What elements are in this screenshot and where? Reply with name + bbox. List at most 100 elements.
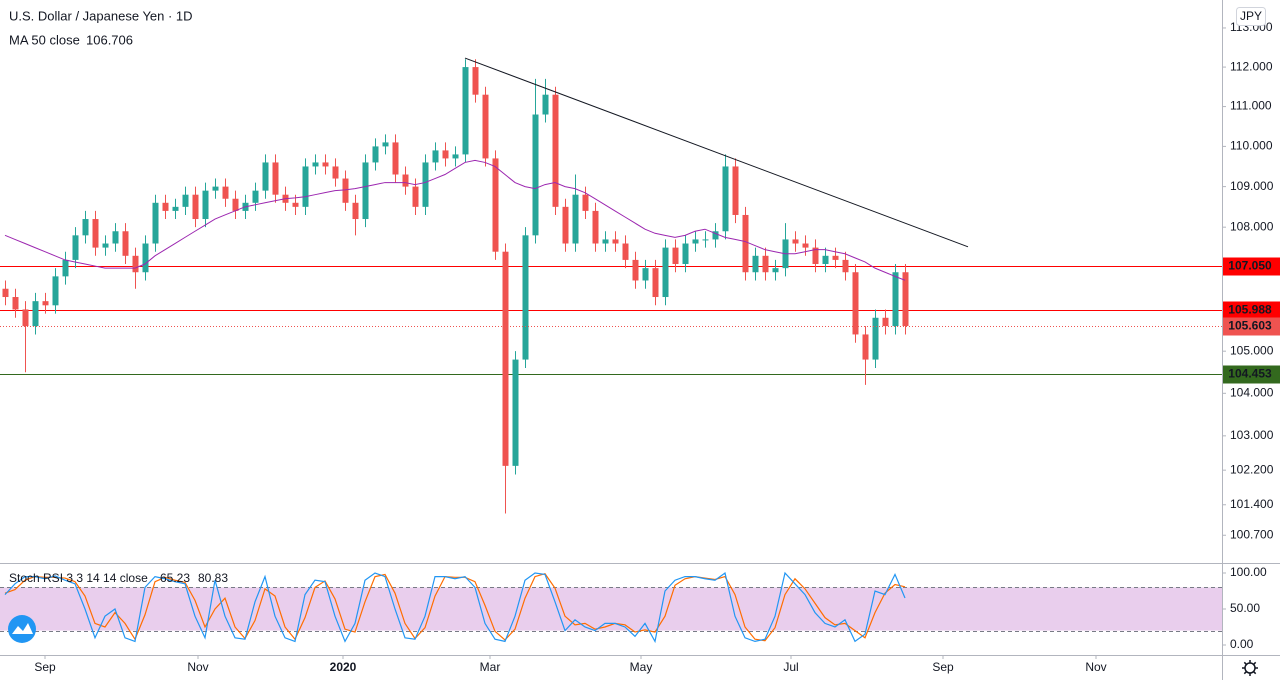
stoch-pane xyxy=(0,571,1222,644)
candle-body xyxy=(52,276,59,306)
candle-body xyxy=(702,239,709,241)
candle-body xyxy=(742,214,749,273)
stoch-line xyxy=(4,571,906,644)
x-tick-label: May xyxy=(630,660,653,674)
ma-legend-name: MA 50 close xyxy=(9,32,80,47)
candle-body xyxy=(452,154,459,159)
ma-legend-value: 106.706 xyxy=(86,32,133,47)
candle-body xyxy=(822,255,829,265)
stoch-legend-name: Stoch RSI 3 3 14 14 close xyxy=(9,571,148,585)
candle-body xyxy=(62,259,69,277)
candle-body xyxy=(92,219,99,248)
candle-body xyxy=(392,142,399,175)
candle-body xyxy=(102,243,109,248)
candle-body xyxy=(362,162,369,220)
candle-body xyxy=(882,317,889,327)
candle-body xyxy=(412,186,419,207)
candle-body xyxy=(472,67,479,95)
candle-body xyxy=(112,231,119,244)
candle-body xyxy=(342,178,349,203)
candle-body xyxy=(2,288,9,298)
level-label-bg xyxy=(1223,257,1280,276)
logo[interactable] xyxy=(8,615,36,643)
candle-body xyxy=(752,255,759,273)
y-tick-label: 100.700 xyxy=(1230,527,1274,541)
candle-body xyxy=(862,334,869,360)
candle-body xyxy=(432,150,439,163)
y-tick-label: 104.000 xyxy=(1230,385,1274,399)
candle-body xyxy=(372,146,379,163)
stoch-k-value: 65.23 xyxy=(160,571,190,585)
trend-line xyxy=(464,57,969,248)
x-tick-label: Jul xyxy=(783,660,798,674)
stoch-line xyxy=(4,573,906,642)
candle-body xyxy=(462,67,469,155)
candle-body xyxy=(402,174,409,187)
candle-body xyxy=(792,239,799,244)
candle-body xyxy=(122,231,129,256)
gear-teeth[interactable] xyxy=(1242,660,1258,676)
candle-body xyxy=(652,268,659,298)
last-price-label-bg xyxy=(1223,317,1280,336)
candle-body xyxy=(222,186,229,199)
y-tick-label: 103.000 xyxy=(1230,428,1274,442)
y-tick-label: 50.00 xyxy=(1230,601,1260,615)
candle-body xyxy=(572,194,579,244)
candle-body xyxy=(622,243,629,260)
candle-body xyxy=(902,272,909,326)
candle-body xyxy=(212,186,219,191)
candle-body xyxy=(442,150,449,159)
candle-body xyxy=(842,259,849,273)
candle-body xyxy=(142,243,149,273)
candle-body xyxy=(892,272,899,327)
y-tick-label: 111.000 xyxy=(1230,99,1272,113)
y-tick-label: 112.000 xyxy=(1230,59,1273,73)
ma-line xyxy=(4,159,906,281)
level-label: 107.050 xyxy=(1228,259,1272,273)
candle-body xyxy=(712,231,719,240)
candle-body xyxy=(172,206,179,211)
candle-body xyxy=(312,162,319,167)
logo-circle[interactable] xyxy=(8,615,36,643)
candle-body xyxy=(612,239,619,244)
candle-body xyxy=(352,202,359,220)
candle-body xyxy=(502,251,509,466)
candle-body xyxy=(532,114,539,236)
price-pane xyxy=(0,57,1222,514)
currency-box[interactable] xyxy=(1236,7,1266,26)
level-label-bg xyxy=(1223,365,1280,384)
candle-body xyxy=(852,272,859,335)
level-label: 105.988 xyxy=(1228,303,1272,317)
candle-body xyxy=(322,162,329,167)
y-tick-label: 109.000 xyxy=(1230,179,1274,193)
candle-body xyxy=(632,259,639,281)
candle-body xyxy=(662,247,669,298)
candle-body xyxy=(422,162,429,207)
candle-body xyxy=(722,166,729,232)
candle-body xyxy=(132,255,139,273)
candle-body xyxy=(182,194,189,207)
candle-body xyxy=(12,297,19,310)
candle-body xyxy=(872,317,879,360)
x-tick-label: Nov xyxy=(187,660,208,674)
candle-body xyxy=(552,94,559,207)
y-tick-label: 105.000 xyxy=(1230,343,1274,357)
candle-body xyxy=(762,255,769,273)
logo-icon[interactable] xyxy=(12,623,33,634)
y-tick-label: 0.00 xyxy=(1230,637,1254,651)
settings-icon[interactable] xyxy=(1242,660,1258,676)
candle-body xyxy=(262,162,269,191)
candle-body xyxy=(832,255,839,260)
y-tick-label: 100.00 xyxy=(1230,565,1267,579)
level-label: 104.453 xyxy=(1228,367,1272,381)
level-label-bg xyxy=(1223,301,1280,320)
candle-body xyxy=(152,202,159,244)
symbol-title: U.S. Dollar / Japanese Yen · 1D xyxy=(9,8,193,23)
x-tick-label: Sep xyxy=(932,660,954,674)
y-tick-label: 110.000 xyxy=(1230,139,1273,153)
last-price-label: 105.603 xyxy=(1228,319,1272,333)
candle-body xyxy=(562,206,569,244)
candle-body xyxy=(202,190,209,220)
candle-body xyxy=(522,235,529,360)
